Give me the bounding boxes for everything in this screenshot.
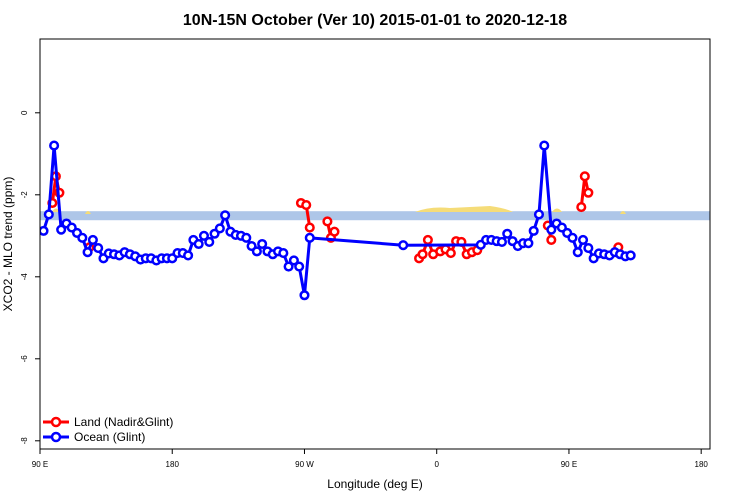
legend-label-ocean: Ocean (Glint) xyxy=(74,430,145,444)
legend-marker-ocean xyxy=(50,431,62,443)
y-tick-label: -4 xyxy=(20,273,29,281)
ocean-data-point xyxy=(533,209,545,220)
land-data-point xyxy=(583,187,594,198)
land-mask xyxy=(552,208,562,212)
legend-item-ocean: Ocean (Glint) xyxy=(43,430,145,444)
ocean-data-point xyxy=(93,243,104,254)
ocean-data-point xyxy=(528,225,539,236)
x-tick-label: 90 E xyxy=(561,460,577,469)
ocean-data-point xyxy=(220,210,231,221)
ocean-data-point xyxy=(572,247,583,258)
ocean-data-point xyxy=(288,255,299,266)
gray-band-layer xyxy=(40,206,710,221)
x-axis: 90 E 180 90 W 0 90 E 180 xyxy=(32,449,709,469)
ocean-data-point xyxy=(502,228,513,239)
ocean-data-point xyxy=(539,140,550,151)
ocean-data-point xyxy=(304,232,315,243)
x-tick-label: 180 xyxy=(166,460,180,469)
land-mask xyxy=(620,211,626,214)
land-data-point xyxy=(422,234,433,245)
ocean-data-point xyxy=(546,224,557,235)
ocean-data-point xyxy=(398,240,409,251)
ocean-data-point xyxy=(241,232,252,243)
ocean-data-point xyxy=(204,236,215,247)
ocean-data-point xyxy=(198,230,210,241)
ocean-data-point xyxy=(299,290,310,301)
series-layer xyxy=(40,140,636,301)
land-data-point xyxy=(329,226,340,237)
land-mask xyxy=(415,206,513,212)
ocean-data-point xyxy=(87,234,98,245)
ocean-data-point xyxy=(214,223,225,234)
y-axis-title: XCO2 - MLO trend (ppm) xyxy=(1,177,15,312)
ocean-data-point xyxy=(82,247,93,258)
ocean-data-point xyxy=(583,243,594,254)
land-mask xyxy=(85,211,91,214)
ocean-data-point xyxy=(193,238,204,250)
plot-frame xyxy=(39,38,711,450)
chart-title: 10N-15N October (Ver 10) 2015-01-01 to 2… xyxy=(183,12,567,29)
land-data-point xyxy=(445,247,456,259)
ocean-data-point xyxy=(77,232,88,243)
land-data-point xyxy=(304,222,315,233)
legend-marker-land xyxy=(50,416,62,428)
y-tick-label: -6 xyxy=(20,355,29,363)
ocean-data-point xyxy=(625,250,636,261)
legend-label-land: Land (Nadir&Glint) xyxy=(74,415,173,429)
ocean-data-point xyxy=(294,261,305,272)
land-data-point xyxy=(322,216,333,227)
ocean-data-point xyxy=(183,250,194,261)
x-axis-title: Longitude (deg E) xyxy=(327,477,422,491)
ocean-data-point xyxy=(40,225,49,236)
ocean-data-point xyxy=(43,209,54,220)
land-data-point xyxy=(579,171,590,182)
land-data-point xyxy=(417,249,428,260)
x-tick-label: 180 xyxy=(695,460,709,469)
y-tick-label: -2 xyxy=(20,191,29,199)
ocean-data-point xyxy=(278,247,289,259)
x-tick-label: 0 xyxy=(434,460,439,469)
ocean-data-point xyxy=(496,236,507,247)
ocean-data-point xyxy=(251,246,262,257)
x-tick-label: 90 W xyxy=(295,460,314,469)
ocean-data-point xyxy=(49,140,60,151)
reference-band xyxy=(40,211,710,221)
series-ocean xyxy=(40,140,636,301)
y-tick-label: -8 xyxy=(20,437,29,445)
ocean-data-point xyxy=(283,261,294,272)
land-data-point xyxy=(546,234,557,245)
land-data-point xyxy=(301,200,312,211)
ocean-data-point xyxy=(567,232,578,243)
ocean-data-point xyxy=(56,224,67,235)
ocean-data-point xyxy=(523,238,534,249)
x-tick-label: 90 E xyxy=(32,460,48,469)
legend: Land (Nadir&Glint) Ocean (Glint) xyxy=(43,415,173,444)
ocean-data-point xyxy=(578,234,589,245)
y-axis: 0 -2 -4 -6 -8 xyxy=(20,110,40,444)
legend-item-land: Land (Nadir&Glint) xyxy=(43,415,173,429)
land-data-point xyxy=(576,202,587,213)
ocean-data-point xyxy=(257,238,268,250)
y-tick-label: 0 xyxy=(20,110,29,115)
